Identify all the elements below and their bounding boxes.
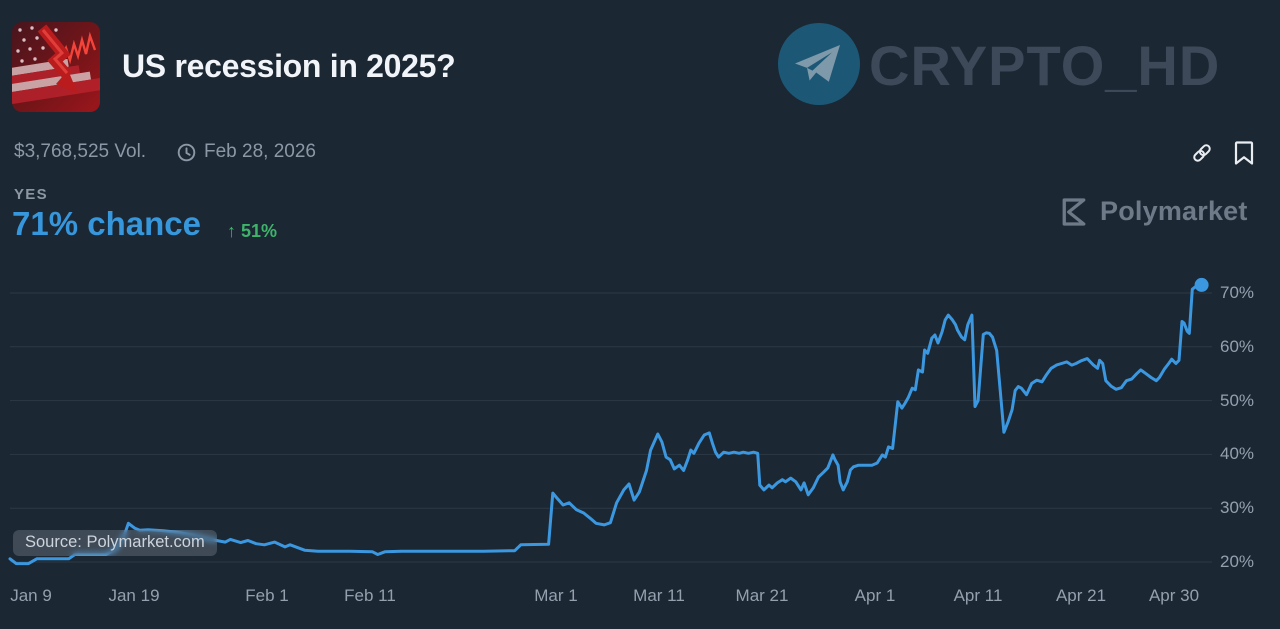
end-date-text: Feb 28, 2026 <box>204 141 316 162</box>
polymarket-logo-icon <box>1062 198 1086 226</box>
x-axis-label: Mar 21 <box>735 586 789 605</box>
y-axis-label: 70% <box>1220 283 1255 302</box>
volume-text: $3,768,525 Vol. <box>14 141 147 162</box>
telegram-icon <box>778 23 860 105</box>
change-percent: 51% <box>241 221 278 241</box>
x-axis-label: Apr 21 <box>1055 586 1107 605</box>
watermark-channel: CRYPTO_HD <box>869 34 1221 97</box>
x-axis-label: Apr 30 <box>1148 586 1200 605</box>
yes-probability-line <box>8 283 1204 566</box>
y-axis-label: 30% <box>1220 498 1255 518</box>
clock-icon <box>177 143 196 162</box>
outcome-label: YES <box>14 186 48 203</box>
x-axis-label: Feb 1 <box>245 586 289 605</box>
x-axis-label: Mar 11 <box>633 586 685 605</box>
x-axis-label: Jan 9 <box>10 586 52 605</box>
chance-change: ↑ 51% <box>227 221 277 242</box>
x-axis-label: Apr 1 <box>854 586 896 605</box>
bookmark-icon[interactable] <box>1233 140 1255 166</box>
x-axis-label: Mar 1 <box>534 586 578 605</box>
us-flag-crash-image <box>12 22 100 112</box>
page-title: US recession in 2025? <box>122 48 456 84</box>
chance-value: 71% chance <box>12 205 201 242</box>
y-axis-label: 50% <box>1220 390 1255 410</box>
source-attribution: Source: Polymarket.com <box>13 530 217 556</box>
copy-link-icon[interactable] <box>1190 141 1214 165</box>
y-axis-label: 20% <box>1220 552 1255 571</box>
up-arrow-icon: ↑ <box>227 221 236 241</box>
market-thumbnail <box>12 22 100 112</box>
y-axis-label: 40% <box>1220 444 1255 464</box>
y-axis-label: 60% <box>1220 336 1255 356</box>
x-axis-label: Feb 11 <box>344 586 396 605</box>
polymarket-logo-text: Polymarket <box>1100 196 1248 226</box>
latest-value-dot <box>1194 277 1209 292</box>
x-axis-label: Jan 19 <box>108 586 160 605</box>
x-axis-label: Apr 11 <box>953 586 1003 605</box>
